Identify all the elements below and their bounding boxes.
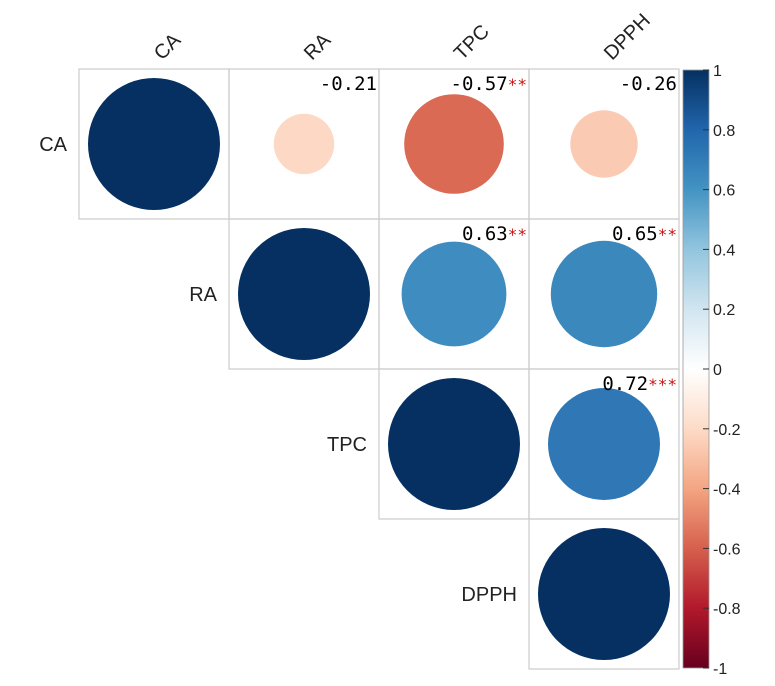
grid-cell-dpph-dpph [528,518,680,670]
row-label-ra: RA [189,284,217,306]
significance-marker: ** [508,225,527,244]
significance-marker: ** [658,225,677,244]
correlation-circles [88,78,670,660]
colorbar-tick-label: -0.2 [713,422,741,439]
circle-tpc-dpph [548,388,660,500]
column-label-tpc: TPC [450,21,494,65]
value-label-ra-dpph: 0.65** [612,223,677,245]
correlation-values: -0.21 -0.57** -0.26 0.63** 0.65** 0.72*** [320,73,677,395]
column-label-ra: RA [300,29,336,65]
colorbar-tick-label: 0 [713,362,722,379]
colorbar-tick-label: 0.2 [713,302,735,319]
colorbar-tick-label: -0.8 [713,601,741,618]
circle-ca-ra [273,113,335,175]
row-label-tpc: TPC [327,434,367,456]
circle-ra-dpph [550,240,658,348]
value-label-ca-tpc: -0.57** [451,73,527,95]
circle-ra-ra [238,228,370,360]
value-label-ca-ra: -0.21 [320,73,377,95]
circle-dpph-dpph [538,528,670,660]
row-label-dpph: DPPH [461,584,517,606]
column-label-dpph: DPPH [600,10,655,65]
circle-ra-tpc [401,241,507,347]
significance-marker: *** [648,375,677,394]
colorbar-tick-label: -1 [713,661,727,678]
value-label-ra-tpc: 0.63** [462,223,527,245]
colorbar-tick-label: 0.8 [713,123,735,140]
circle-ca-dpph [570,110,638,178]
colorbar-tick-label: 0.4 [713,242,735,259]
value-label-ca-dpph: -0.26 [620,73,677,95]
column-label-ca: CA [150,29,186,65]
circle-ca-ca [88,78,220,210]
value-label-tpc-dpph: 0.72*** [602,373,677,395]
grid-cells [78,68,680,670]
significance-marker: ** [508,75,527,94]
colorbar-tick-label: -0.6 [713,541,741,558]
colorbar-tick-label: 1 [713,63,722,80]
circle-tpc-tpc [388,378,520,510]
colorbar: 1 0.8 0.6 0.4 0.2 0 -0.2 -0.4 -0.6 -0.8 -1 [682,63,741,678]
colorbar-tick-label: 0.6 [713,183,735,200]
circle-ca-tpc [404,94,504,194]
colorbar-tick-label: -0.4 [713,482,741,499]
row-label-ca: CA [39,134,67,156]
